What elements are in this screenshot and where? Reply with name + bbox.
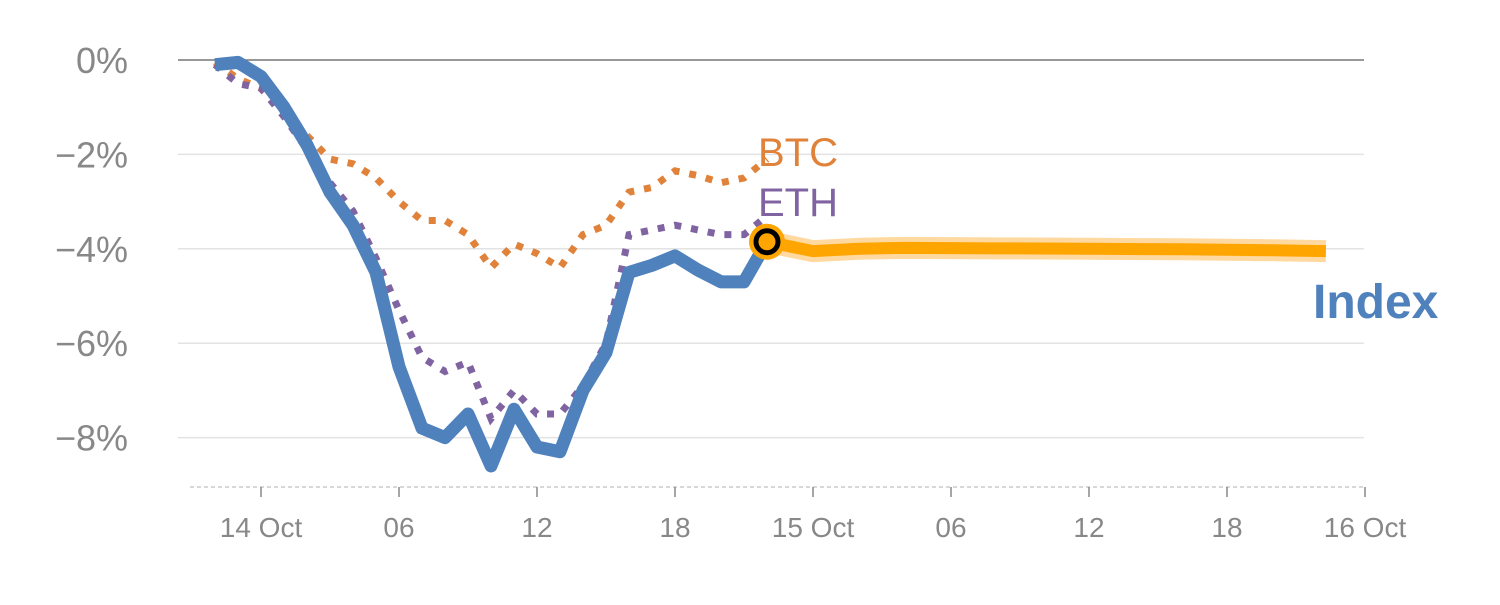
forecast-line bbox=[765, 235, 1327, 258]
x-axis: 14 Oct 06 12 18 15 Oct 06 12 18 16 Oct bbox=[190, 486, 1407, 543]
y-tick-label: −4% bbox=[55, 229, 128, 270]
x-tick-label: 12 bbox=[1073, 512, 1104, 543]
y-tick-label: 0% bbox=[76, 40, 128, 81]
series-eth-line bbox=[212, 62, 770, 426]
y-tick-label: −8% bbox=[55, 418, 128, 459]
current-point-ring bbox=[753, 228, 781, 256]
x-tick-label: 15 Oct bbox=[772, 512, 855, 543]
y-tick-label: −6% bbox=[55, 323, 128, 364]
label-eth: ETH bbox=[758, 181, 838, 225]
y-axis: 0% −2% −4% −6% −8% bbox=[55, 40, 128, 459]
series-lines bbox=[212, 55, 1327, 473]
x-tick-label: 18 bbox=[1211, 512, 1242, 543]
x-tick-label: 18 bbox=[659, 512, 690, 543]
x-tick-label: 06 bbox=[383, 512, 414, 543]
x-tick-label: 12 bbox=[521, 512, 552, 543]
label-btc: BTC bbox=[758, 131, 838, 175]
label-index: Index bbox=[1313, 276, 1439, 329]
x-tick-label: 14 Oct bbox=[220, 512, 303, 543]
series-btc-line bbox=[212, 59, 770, 274]
series-index-line bbox=[214, 55, 773, 473]
y-tick-label: −2% bbox=[55, 134, 128, 175]
x-tick-label: 16 Oct bbox=[1324, 512, 1407, 543]
x-tick-label: 06 bbox=[935, 512, 966, 543]
